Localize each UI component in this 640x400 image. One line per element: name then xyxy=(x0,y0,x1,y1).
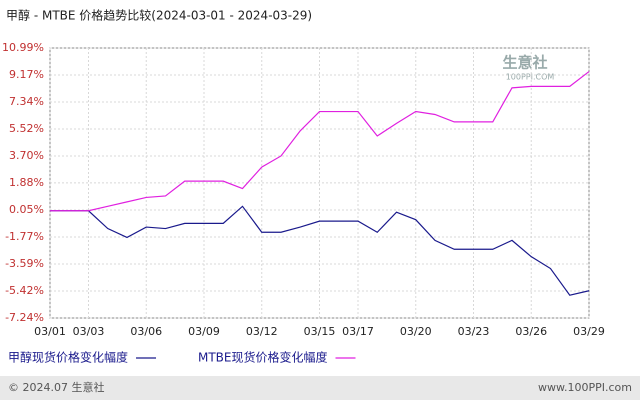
x-tick-label: 03/09 xyxy=(188,325,220,338)
y-tick-label: 3.70% xyxy=(9,149,44,162)
y-tick-label: 5.52% xyxy=(9,122,44,135)
x-tick-label: 03/15 xyxy=(304,325,336,338)
footer-left: © 2024.07 生意社 xyxy=(8,380,104,394)
y-tick-label: -5.42% xyxy=(5,284,44,297)
x-tick-label: 03/12 xyxy=(246,325,278,338)
footer-right: www.100PPI.com xyxy=(538,381,632,394)
series-line xyxy=(50,71,590,212)
x-tick-label: 03/06 xyxy=(130,325,162,338)
series-line xyxy=(50,205,590,296)
y-tick-label: 1.88% xyxy=(9,176,44,189)
x-tick-label: 03/20 xyxy=(400,325,432,338)
y-tick-label: 0.05% xyxy=(9,203,44,216)
x-tick-label: 03/01 xyxy=(34,325,66,338)
x-tick-label: 03/26 xyxy=(515,325,547,338)
x-tick-label: 03/17 xyxy=(342,325,374,338)
watermark-url: 100PPI.COM xyxy=(506,73,555,82)
x-tick-label: 03/23 xyxy=(458,325,490,338)
y-tick-label: -7.24% xyxy=(5,311,44,324)
legend-label: 甲醇现货价格变化幅度 xyxy=(8,350,128,365)
footer-bar xyxy=(0,376,640,400)
x-tick-label: 03/03 xyxy=(73,325,105,338)
y-tick-label: 9.17% xyxy=(9,68,44,81)
chart-title: 甲醇 - MTBE 价格趋势比较(2024-03-01 - 2024-03-29… xyxy=(6,8,312,23)
x-tick-label: 03/29 xyxy=(573,325,605,338)
watermark: 生意社 xyxy=(502,54,547,72)
y-tick-label: 7.34% xyxy=(9,95,44,108)
y-tick-label: 10.99% xyxy=(2,41,44,54)
legend-label: MTBE现货价格变化幅度 xyxy=(198,350,328,365)
y-tick-label: -3.59% xyxy=(5,257,44,270)
y-tick-label: -1.77% xyxy=(5,230,44,243)
